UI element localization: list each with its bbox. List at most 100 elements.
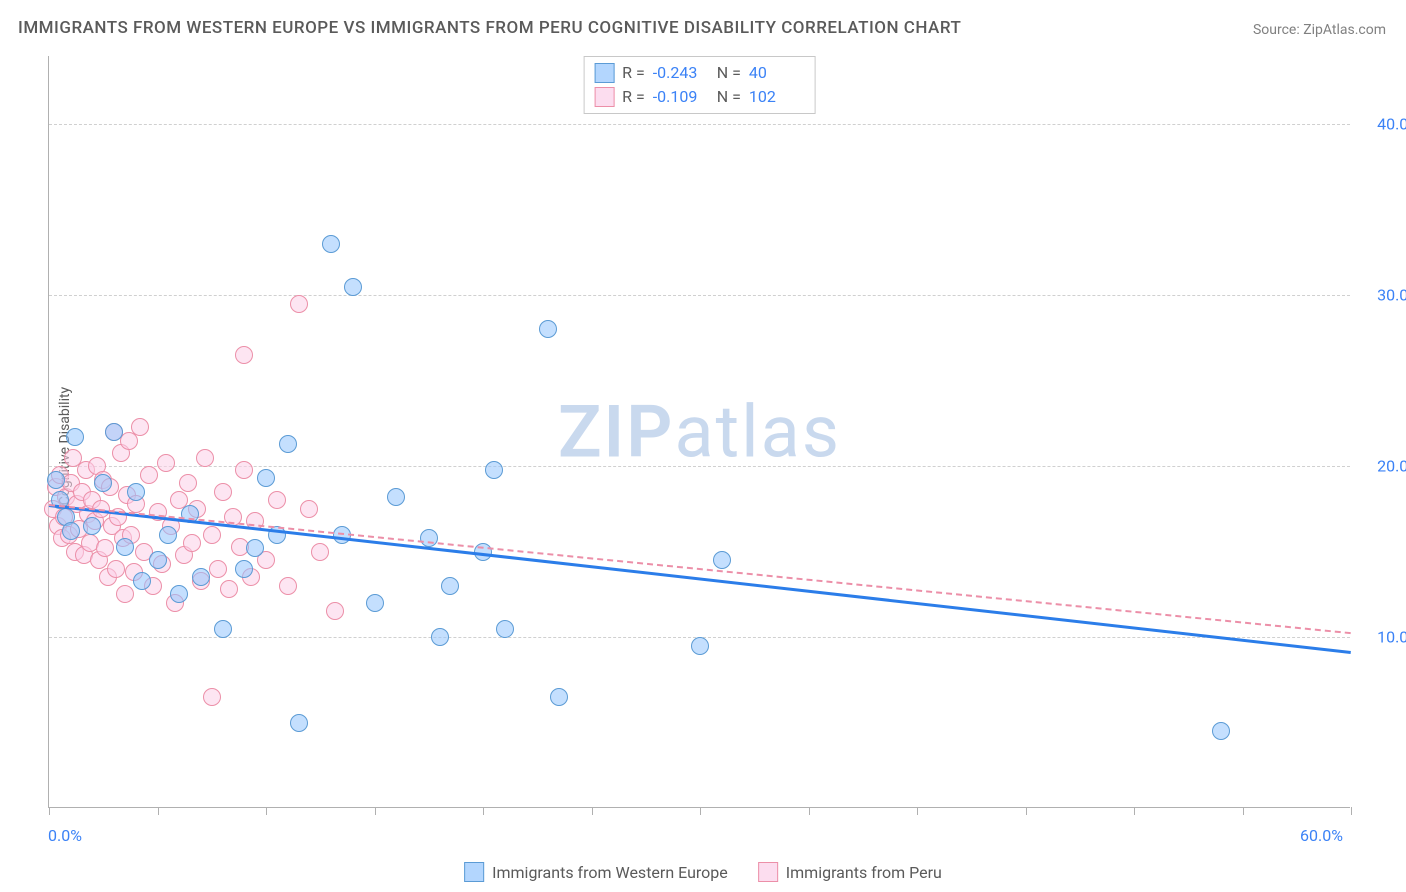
legend-label: Immigrants from Western Europe — [492, 863, 728, 882]
data-point — [344, 278, 362, 296]
r-label: R = — [622, 85, 645, 109]
legend-swatch — [464, 862, 484, 882]
data-point — [311, 543, 329, 561]
watermark-rest: atlas — [674, 389, 841, 474]
x-tick — [1351, 807, 1352, 815]
data-point — [107, 560, 125, 578]
data-point — [140, 466, 158, 484]
legend-item: Immigrants from Peru — [758, 862, 942, 882]
x-tick — [158, 807, 159, 815]
x-tick-label: 60.0% — [1300, 826, 1343, 845]
r-value: -0.109 — [653, 85, 709, 109]
r-label: R = — [622, 61, 645, 85]
data-point — [94, 474, 112, 492]
y-tick-label: 10.0% — [1360, 628, 1406, 647]
data-point — [420, 529, 438, 547]
data-point — [183, 534, 201, 552]
x-tick — [1134, 807, 1135, 815]
data-point — [279, 577, 297, 595]
data-point — [235, 461, 253, 479]
x-tick — [483, 807, 484, 815]
y-tick-label: 40.0% — [1360, 115, 1406, 134]
data-point — [157, 454, 175, 472]
n-label: N = — [717, 85, 741, 109]
correlation-stats-box: R = -0.243 N = 40 R = -0.109 N = 102 — [583, 56, 816, 114]
x-tick-label: 0.0% — [48, 826, 82, 845]
data-point — [220, 580, 238, 598]
series-swatch — [594, 87, 614, 107]
x-tick — [917, 807, 918, 815]
data-point — [133, 572, 151, 590]
data-point — [62, 522, 80, 540]
data-point — [366, 594, 384, 612]
data-point — [159, 526, 177, 544]
data-point — [246, 539, 264, 557]
data-point — [203, 688, 221, 706]
stats-row: R = -0.243 N = 40 — [594, 61, 805, 85]
data-point — [691, 637, 709, 655]
x-tick — [266, 807, 267, 815]
x-tick — [809, 807, 810, 815]
data-point — [179, 474, 197, 492]
data-point — [209, 560, 227, 578]
series-swatch — [594, 63, 614, 83]
data-point — [550, 688, 568, 706]
data-point — [387, 488, 405, 506]
data-point — [170, 585, 188, 603]
legend: Immigrants from Western Europe Immigrants… — [464, 862, 942, 882]
data-point — [131, 418, 149, 436]
data-point — [105, 423, 123, 441]
data-point — [83, 517, 101, 535]
data-point — [539, 320, 557, 338]
n-value: 102 — [749, 85, 805, 109]
n-label: N = — [717, 61, 741, 85]
data-point — [268, 491, 286, 509]
source-attribution: Source: ZipAtlas.com — [1253, 22, 1386, 38]
stats-row: R = -0.109 N = 102 — [594, 85, 805, 109]
data-point — [322, 235, 340, 253]
x-tick — [49, 807, 50, 815]
data-point — [235, 560, 253, 578]
data-point — [203, 526, 221, 544]
data-point — [214, 483, 232, 501]
data-point — [235, 346, 253, 364]
data-point — [713, 551, 731, 569]
x-tick — [1026, 807, 1027, 815]
source-link[interactable]: ZipAtlas.com — [1303, 22, 1386, 38]
source-label: Source: — [1253, 22, 1300, 38]
x-tick — [375, 807, 376, 815]
data-point — [116, 538, 134, 556]
data-point — [116, 585, 134, 603]
data-point — [441, 577, 459, 595]
x-tick — [700, 807, 701, 815]
data-point — [66, 428, 84, 446]
data-point — [431, 628, 449, 646]
data-point — [1212, 722, 1230, 740]
data-point — [290, 714, 308, 732]
data-point — [47, 471, 65, 489]
x-tick — [592, 807, 593, 815]
data-point — [192, 568, 210, 586]
data-point — [326, 602, 344, 620]
data-point — [149, 551, 167, 569]
legend-label: Immigrants from Peru — [786, 863, 942, 882]
y-tick-label: 30.0% — [1360, 286, 1406, 305]
watermark-bold: ZIP — [558, 389, 674, 474]
r-value: -0.243 — [653, 61, 709, 85]
data-point — [485, 461, 503, 479]
data-point — [196, 449, 214, 467]
watermark: ZIPatlas — [558, 389, 841, 474]
chart-title: IMMIGRANTS FROM WESTERN EUROPE VS IMMIGR… — [18, 18, 961, 38]
n-value: 40 — [749, 61, 805, 85]
data-point — [279, 435, 297, 453]
data-point — [214, 620, 232, 638]
data-point — [300, 500, 318, 518]
gridline — [49, 295, 1350, 296]
legend-item: Immigrants from Western Europe — [464, 862, 728, 882]
scatter-plot-area: ZIPatlas R = -0.243 N = 40R = -0.109 N = 102 1… — [48, 56, 1350, 808]
x-tick — [1243, 807, 1244, 815]
legend-swatch — [758, 862, 778, 882]
gridline — [49, 124, 1350, 125]
data-point — [127, 483, 145, 501]
data-point — [496, 620, 514, 638]
